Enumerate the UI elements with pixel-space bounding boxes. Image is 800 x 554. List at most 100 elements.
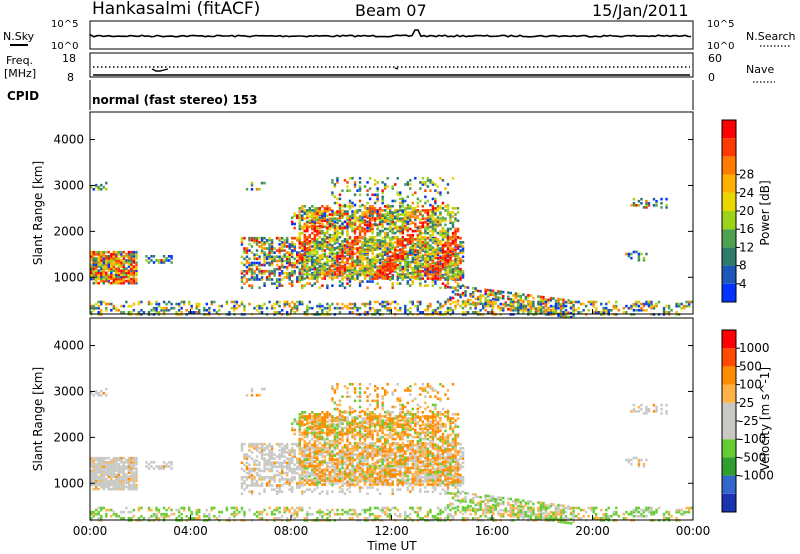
power-cell	[366, 266, 369, 270]
power-cell	[127, 263, 131, 266]
power-cell	[190, 306, 193, 310]
power-cell	[388, 244, 392, 247]
power-cell	[157, 304, 161, 308]
power-cell	[260, 269, 264, 273]
power-cell	[331, 225, 334, 229]
power-cell	[562, 302, 565, 306]
power-cell	[115, 273, 118, 277]
power-cell	[187, 311, 191, 314]
velocity-cell	[130, 475, 133, 479]
power-cell	[152, 261, 156, 264]
power-cell	[311, 214, 314, 217]
power-cell	[416, 271, 420, 275]
power-cell	[361, 250, 364, 254]
power-cell	[399, 240, 402, 243]
velocity-cell	[301, 455, 304, 458]
power-cell	[376, 246, 379, 249]
power-cell	[466, 286, 470, 289]
power-cell	[100, 269, 103, 273]
power-cell	[386, 249, 389, 252]
power-cell	[285, 302, 289, 306]
power-cell	[632, 204, 636, 207]
power-cell	[240, 241, 244, 244]
power-cell	[421, 256, 425, 260]
power-cell	[459, 276, 462, 279]
power-cell	[361, 269, 364, 272]
power-cell	[255, 261, 259, 265]
velocity-cell	[127, 467, 131, 470]
power-cell	[396, 249, 399, 252]
velocity-cell	[258, 467, 261, 471]
velocity-cell	[255, 482, 259, 485]
power-cell	[386, 258, 389, 262]
power-cell	[311, 267, 314, 271]
velocity-cell	[265, 475, 269, 479]
power-cell	[449, 262, 452, 266]
velocity-cell	[110, 471, 113, 474]
velocity-cell	[120, 469, 123, 472]
power-cell	[311, 204, 314, 208]
power-cell	[431, 254, 435, 258]
power-cell	[306, 275, 309, 278]
power-cell	[270, 271, 274, 275]
power-cell	[439, 256, 442, 260]
power-cell	[373, 275, 377, 278]
power-cell	[399, 248, 402, 251]
power-cell	[291, 220, 294, 224]
power-cell	[177, 304, 181, 308]
power-cell	[288, 247, 291, 250]
power-cell	[401, 197, 404, 201]
power-cell	[406, 264, 409, 268]
power-cell	[527, 300, 530, 304]
power-cell	[399, 261, 402, 265]
power-cell	[353, 181, 357, 184]
power-cell	[434, 264, 437, 268]
velocity-cell	[338, 457, 342, 460]
power-cell	[122, 255, 126, 258]
power-cell	[358, 282, 362, 285]
power-cell	[323, 254, 327, 258]
power-cell	[323, 262, 327, 266]
power-cell	[519, 297, 523, 300]
power-cell	[348, 269, 352, 272]
power-cell	[539, 302, 543, 306]
velocity-cell	[97, 483, 100, 487]
power-cell	[343, 246, 347, 249]
power-cell	[456, 211, 460, 214]
power-cell	[338, 264, 342, 268]
power-cell	[394, 222, 397, 226]
velocity-cell	[243, 455, 246, 458]
power-cell	[341, 244, 344, 247]
power-cell	[112, 273, 116, 277]
power-cell	[399, 273, 402, 276]
velocity-cell	[90, 456, 93, 460]
power-cell	[248, 236, 251, 240]
nsky-top-tick: 10^5	[51, 19, 78, 30]
power-cell	[233, 300, 236, 304]
velocity-cell	[293, 471, 296, 475]
power-cell	[373, 211, 377, 214]
freq-bottom-tick: 8	[67, 71, 74, 84]
power-cell	[436, 277, 440, 280]
power-cell	[308, 207, 311, 210]
power-cell	[326, 214, 329, 217]
power-cell	[368, 280, 372, 283]
power-cell	[434, 277, 437, 280]
power-cell	[313, 262, 317, 266]
power-cell	[436, 209, 440, 212]
power-cell	[381, 244, 384, 247]
power-cell	[293, 263, 296, 267]
power-cell	[328, 273, 332, 276]
velocity-cell	[311, 451, 314, 454]
velocity-cell	[293, 449, 296, 452]
power-cell	[306, 238, 309, 241]
velocity-cell	[97, 471, 100, 474]
velocity-cell	[275, 484, 279, 487]
power-cell	[333, 231, 337, 235]
power-cell	[285, 251, 289, 254]
velocity-cell	[253, 477, 256, 481]
power-cell	[424, 238, 427, 241]
power-cell	[363, 204, 367, 208]
power-cell	[381, 260, 384, 264]
power-cell	[318, 231, 322, 235]
